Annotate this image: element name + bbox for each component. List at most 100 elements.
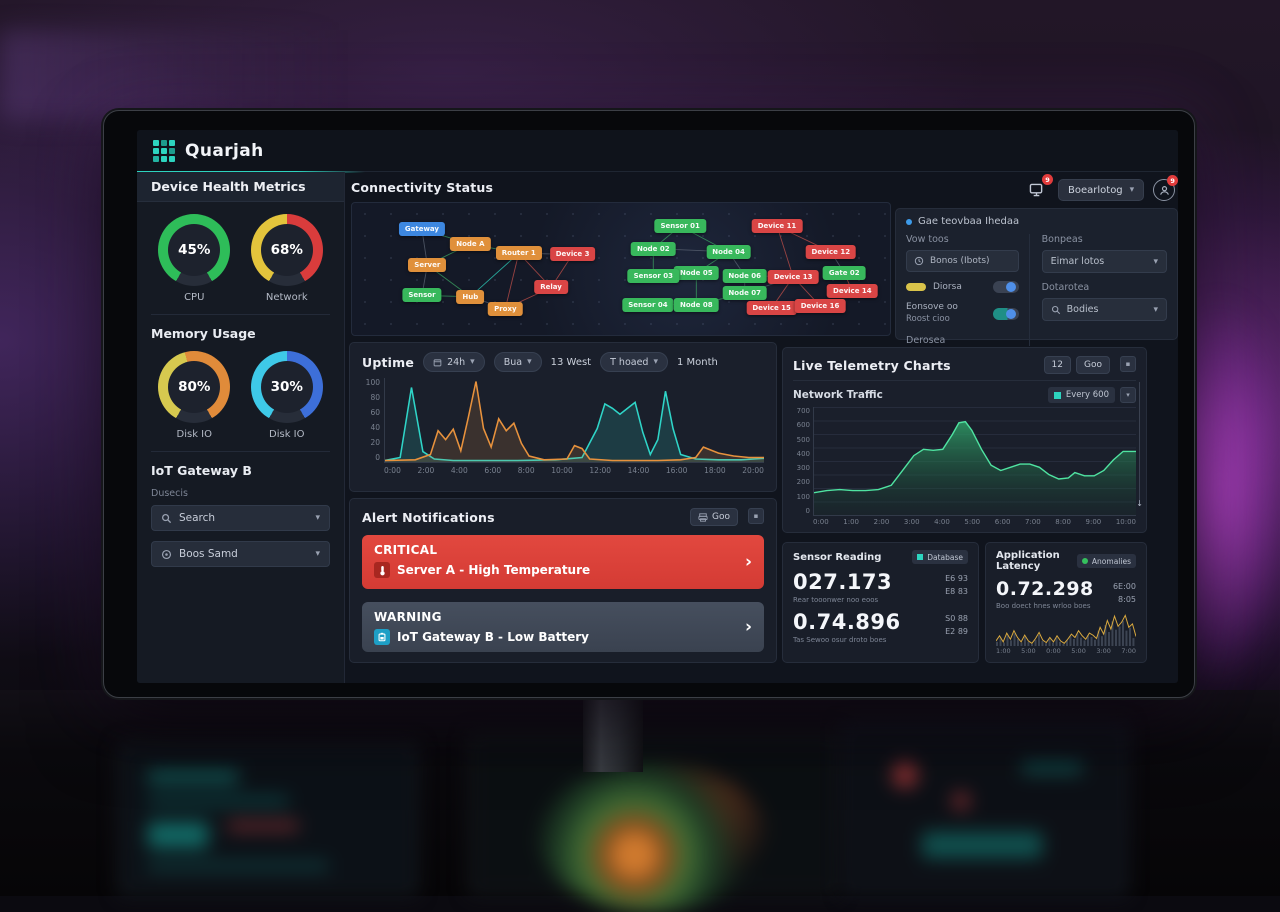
alert-severity: CRITICAL: [374, 543, 730, 557]
device-icon: [161, 549, 172, 560]
network-node[interactable]: Router 1: [496, 246, 542, 260]
reports-label: Bonpeas: [1042, 234, 1167, 245]
network-node[interactable]: Device 12: [806, 245, 857, 259]
topbar-right-controls: 9 Boearlotog ▾ 9: [1023, 179, 1175, 201]
network-node[interactable]: Gateway: [399, 222, 445, 236]
topbar: Quarjah: [137, 130, 1178, 172]
critical-alert-card[interactable]: CRITICAL Server A - High Temperature ›: [362, 535, 764, 589]
search-input[interactable]: Search ▾: [151, 505, 330, 531]
axis-tick: 16:00: [666, 466, 688, 475]
axis-tick: 4:00: [934, 518, 950, 526]
alerts-action-button[interactable]: Goo: [690, 508, 738, 526]
connectivity-title: Connectivity Status: [349, 176, 893, 201]
network-node[interactable]: Sensor 01: [654, 219, 705, 233]
network-node[interactable]: Node 08: [674, 298, 719, 312]
sound-dropdown[interactable]: Boos Samd ▾: [151, 541, 330, 567]
telemetry-scrollbar[interactable]: ↓: [1136, 382, 1143, 506]
sensor-badge: Database: [912, 550, 968, 564]
sensor-value-label: Tas Sewoo osur droto boes: [793, 636, 930, 644]
chevron-down-icon: ▾: [470, 357, 475, 367]
toggle-2-switch[interactable]: [993, 308, 1019, 320]
dataset-select[interactable]: Bodies ▾: [1042, 298, 1167, 321]
axis-tick: 8:00: [1055, 518, 1071, 526]
report-select[interactable]: Eimar lotos ▾: [1042, 250, 1167, 273]
axis-tick: 300: [793, 464, 810, 472]
alert-message: IoT Gateway B - Low Battery: [397, 630, 589, 644]
alerts-more-button[interactable]: ▪: [748, 508, 764, 524]
uptime-plot: [384, 378, 764, 463]
gauge-value: 45%: [178, 242, 210, 258]
axis-tick: 2:00: [874, 518, 890, 526]
network-node[interactable]: Hub: [456, 290, 484, 304]
network-node[interactable]: Node 07: [722, 286, 767, 300]
month-label: 1 Month: [677, 357, 718, 368]
network-node[interactable]: Sensor 03: [628, 269, 679, 283]
toggle-1-switch[interactable]: [993, 281, 1019, 293]
badge-dot-icon: [1082, 558, 1088, 564]
axis-tick: 7:00: [1025, 518, 1041, 526]
network-node[interactable]: Node 02: [631, 242, 676, 256]
connectivity-panel: Connectivity Status Gateway Node A Router …: [349, 176, 893, 338]
network-node[interactable]: Node A: [450, 237, 490, 251]
divider: [151, 451, 330, 452]
network-node[interactable]: Node 04: [706, 245, 751, 259]
warning-alert-card[interactable]: WARNING IoT Gateway B - Low Battery ›: [362, 602, 764, 652]
interval-select[interactable]: Bua ▾: [494, 352, 542, 372]
range-select[interactable]: 24h ▾: [423, 352, 485, 372]
network-node[interactable]: Proxy: [488, 302, 522, 316]
axis-tick: 2:00: [417, 466, 434, 475]
filter-panel-title: Gae teovbaa Ihedaa: [918, 216, 1019, 227]
network-node[interactable]: Sensor 04: [622, 298, 673, 312]
axis-tick: 1:00: [996, 647, 1011, 655]
environment-dropdown[interactable]: Boearlotog ▾: [1058, 179, 1144, 201]
sensor-value-label: Rear tooonwer noo eoos: [793, 596, 930, 604]
network-gauge: 68% Network: [244, 214, 331, 303]
telemetry-date-button[interactable]: 12: [1044, 356, 1071, 374]
axis-tick: 5:00: [964, 518, 980, 526]
dataset-select-value: Bodies: [1067, 304, 1099, 315]
alert-message: Server A - High Temperature: [397, 563, 590, 577]
axis-tick: 0:00: [1046, 647, 1061, 655]
legend-chip[interactable]: Every 600: [1048, 387, 1115, 403]
chevron-down-icon: ▾: [1130, 185, 1135, 195]
network-node[interactable]: Node 06: [722, 269, 767, 283]
app-side-value: 6E:00: [1098, 581, 1136, 594]
notifications-button[interactable]: 9: [1023, 179, 1049, 201]
alerts-action-label: Goo: [712, 512, 730, 522]
devices-label: Dusecis: [151, 488, 330, 499]
search-placeholder: Search: [179, 512, 215, 524]
person-icon: [1159, 185, 1170, 196]
network-node[interactable]: Device 11: [752, 219, 803, 233]
axis-tick: 500: [793, 436, 810, 444]
time-input[interactable]: Bonos (Ibots): [906, 250, 1019, 272]
telemetry-go-button[interactable]: Goo: [1076, 356, 1110, 374]
search-icon: [1051, 305, 1061, 315]
axis-tick: 80: [362, 393, 380, 402]
network-node[interactable]: Node 05: [674, 266, 719, 280]
chevron-down-icon: ▾: [653, 357, 658, 367]
network-node[interactable]: Device 14: [827, 284, 878, 298]
network-node[interactable]: Relay: [534, 280, 568, 294]
network-node[interactable]: Device 13: [768, 270, 819, 284]
network-node[interactable]: Device 15: [746, 301, 797, 315]
axis-tick: 5:00: [1021, 647, 1036, 655]
app-value: 0.72.298: [996, 578, 1098, 600]
chevron-right-icon: ›: [745, 617, 752, 637]
network-node[interactable]: Gate 02: [823, 266, 866, 280]
axis-tick: 4:00: [451, 466, 468, 475]
report-select-value: Eimar lotos: [1051, 256, 1105, 267]
brand-name: Quarjah: [185, 141, 264, 161]
time-input-value: Bonos (Ibots): [930, 256, 990, 266]
divider: [151, 314, 330, 315]
network-node[interactable]: Server: [408, 258, 446, 272]
profile-button[interactable]: 9: [1153, 179, 1175, 201]
mode-select[interactable]: T hoaed ▾: [600, 352, 668, 372]
network-node[interactable]: Device 3: [550, 247, 596, 261]
network-node[interactable]: Sensor: [402, 288, 441, 302]
legend-dropdown-button[interactable]: ▾: [1120, 387, 1136, 403]
view-tools-label: Vow toos: [906, 234, 1019, 245]
axis-tick: 40: [362, 423, 380, 432]
network-node[interactable]: Device 16: [795, 299, 846, 313]
telemetry-more-button[interactable]: ▪: [1120, 356, 1136, 372]
